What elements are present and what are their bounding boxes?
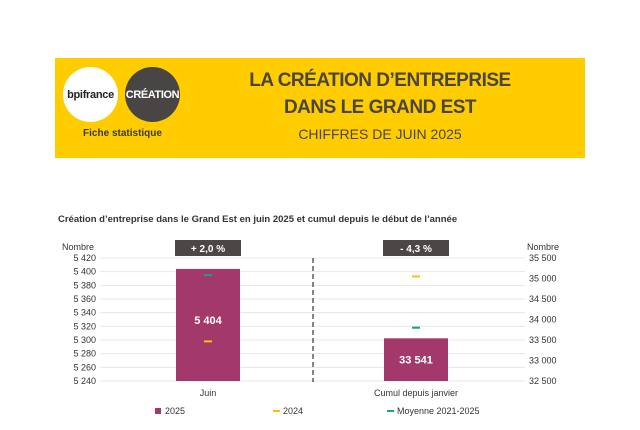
bar-2025-cumul	[384, 338, 448, 381]
left-tick-label: 5 420	[73, 253, 96, 263]
legend-swatch	[155, 408, 161, 414]
left-tick-label: 5 320	[73, 321, 96, 331]
left-tick-label: 5 360	[73, 294, 96, 304]
right-tick-label: 33 500	[529, 335, 557, 345]
right-tick-label: 35 500	[529, 253, 557, 263]
page-title-line2: DANS LE GRAND EST	[283, 97, 477, 118]
bar-2025-juin	[176, 268, 240, 381]
creation-logo: CRÉATION	[125, 67, 180, 122]
right-axis-label: Nombre	[527, 242, 559, 252]
variation-badge-cumul	[383, 240, 449, 256]
legend: 2025 2024 Moyenne 2021-2025	[155, 406, 480, 416]
page-subtitle: CHIFFRES DE JUIN 2025	[298, 126, 462, 142]
page-title-line1: LA CRÉATION D’ENTREPRISE	[249, 70, 511, 91]
right-tick-label: 33 000	[529, 356, 557, 366]
variation-badge-label-juin: + 2,0 %	[191, 244, 225, 255]
right-tick-label: 34 000	[529, 315, 557, 325]
left-tick-label: 5 400	[73, 267, 96, 277]
left-tick-label: 5 260	[73, 362, 96, 372]
left-tick-label: 5 300	[73, 335, 96, 345]
right-axis-ticks: 35 500 35 000 34 500 34 000 33 500 33 000 32 5…	[529, 253, 557, 386]
bar-value-label-cumul: 33 541	[399, 355, 433, 367]
x-axis-labels: Juin Cumul depuis janvier	[200, 388, 458, 398]
bpifrance-logo: bpifrance	[63, 67, 118, 122]
left-axis-label: Nombre	[62, 242, 94, 252]
fiche-statistique-label: Fiche statistique	[83, 128, 162, 139]
right-tick-label: 32 500	[529, 376, 557, 386]
variation-badge-juin	[175, 240, 241, 256]
bar-value-label-juin: 5 404	[194, 315, 222, 327]
x-category-label: Juin	[200, 388, 217, 398]
left-tick-label: 5 280	[73, 349, 96, 359]
left-tick-label: 5 340	[73, 308, 96, 318]
x-category-label: Cumul depuis janvier	[374, 388, 458, 398]
legend-label: 2025	[165, 406, 185, 416]
left-tick-label: 5 380	[73, 280, 96, 290]
left-axis-ticks: 5 420 5 400 5 380 5 360 5 340 5 320 5 300 5 280…	[73, 253, 96, 386]
right-tick-label: 35 000	[529, 274, 557, 284]
left-tick-label: 5 240	[73, 376, 96, 386]
legend-label: 2024	[283, 406, 303, 416]
chart-title: Création d’entreprise dans le Grand Est …	[58, 214, 458, 225]
chart-marks: 5 404 + 2,0 % 33 541 - 4,3 %	[175, 240, 449, 381]
right-tick-label: 34 500	[529, 294, 557, 304]
legend-label: Moyenne 2021-2025	[397, 406, 480, 416]
variation-badge-label-cumul: - 4,3 %	[400, 244, 432, 255]
